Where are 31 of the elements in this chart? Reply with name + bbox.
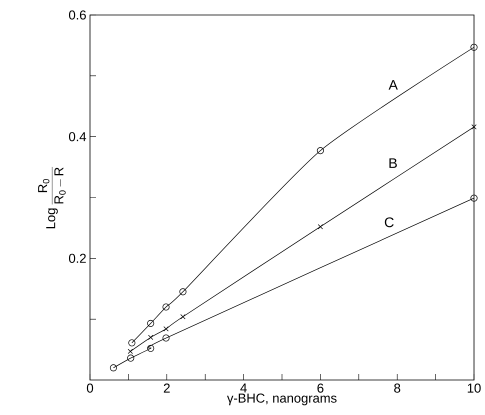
y-tick-label: 0.6 bbox=[68, 10, 86, 20]
y-axis-title: $\mathrm{Log}\,\frac{\mathrm{R_0}}{\mathrm{R_0\,{-}\,R}}$ bbox=[38, 166, 66, 228]
x-tick-label: 10 bbox=[468, 384, 481, 393]
point bbox=[179, 288, 186, 296]
point bbox=[128, 348, 133, 354]
series-label: A bbox=[388, 80, 398, 90]
point bbox=[128, 339, 136, 346]
point bbox=[127, 354, 134, 362]
point bbox=[470, 194, 478, 202]
point bbox=[180, 314, 186, 320]
point bbox=[147, 320, 154, 327]
y-tick-label: 0.2 bbox=[68, 254, 86, 263]
x-tick-label: 6 bbox=[317, 384, 324, 393]
point bbox=[316, 147, 324, 154]
point bbox=[162, 334, 170, 342]
point bbox=[471, 124, 477, 130]
point bbox=[318, 224, 324, 230]
point bbox=[110, 364, 117, 372]
x-tick-label: 0 bbox=[86, 384, 94, 393]
x-tick-label: 4 bbox=[240, 384, 247, 392]
series-label: C bbox=[384, 217, 394, 228]
x-tick-label: 2 bbox=[164, 384, 170, 393]
series-label: B bbox=[389, 158, 397, 168]
point bbox=[147, 344, 154, 352]
x-axis-title: γ-BHC, nanograms bbox=[226, 394, 337, 406]
point bbox=[148, 334, 154, 340]
x-tick-label: 8 bbox=[394, 384, 400, 393]
point bbox=[162, 303, 170, 311]
y-tick-label: 0.4 bbox=[68, 132, 86, 142]
point bbox=[470, 44, 478, 51]
point bbox=[163, 326, 169, 332]
